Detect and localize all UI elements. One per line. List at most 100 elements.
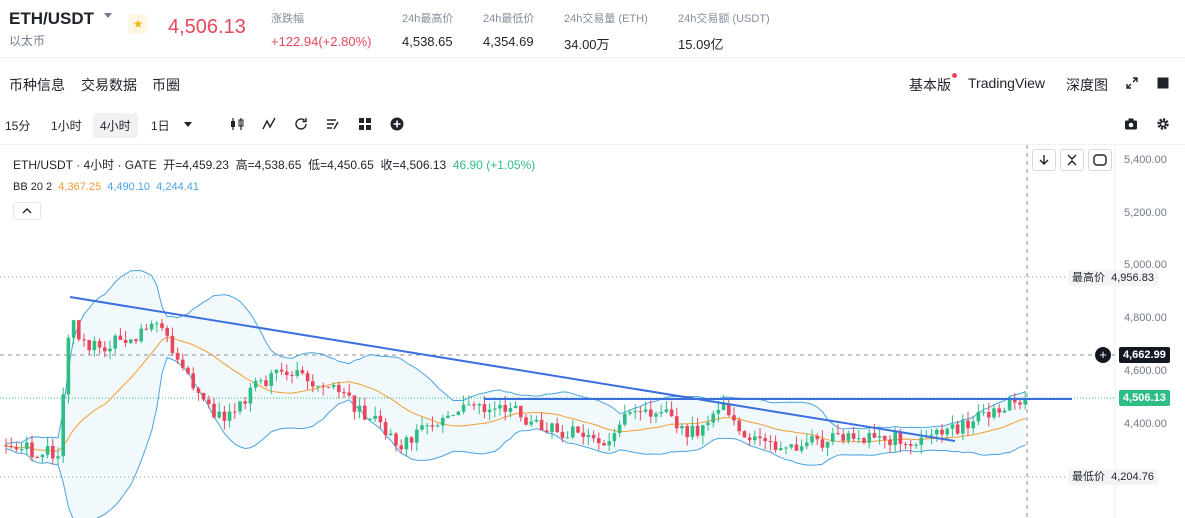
- fit-chart-button[interactable]: [1060, 149, 1084, 171]
- candle-body: [264, 380, 268, 386]
- candle-body: [25, 442, 29, 450]
- candle-body: [477, 404, 481, 406]
- candle-body: [430, 425, 435, 427]
- scroll-down-button[interactable]: [1032, 149, 1056, 171]
- candle-body: [321, 385, 325, 387]
- candle-body: [721, 403, 726, 411]
- candle-body: [196, 388, 201, 393]
- candle-body: [129, 339, 133, 343]
- view-basic[interactable]: 基本版: [909, 77, 951, 93]
- legend-open: 开=4,459.23: [163, 158, 229, 172]
- chart-toolbar: 15分 1小时 4小时 1日: [0, 109, 1185, 139]
- bb-basis-value: 4,367.25: [58, 181, 102, 193]
- timeframe-15m[interactable]: 15分: [5, 119, 31, 133]
- candle-body: [357, 405, 362, 412]
- candle-body: [695, 425, 700, 436]
- chevron-down-icon[interactable]: [104, 13, 112, 18]
- tab-coin-info[interactable]: 币种信息: [9, 77, 65, 93]
- candle-body: [555, 423, 559, 432]
- drawing-tools-icon[interactable]: [326, 117, 340, 131]
- price-chart-area[interactable]: [0, 144, 1185, 518]
- candle-body: [664, 409, 669, 413]
- bollinger-basis-line: [5, 336, 1026, 452]
- candle-body: [919, 437, 923, 445]
- y-axis-tick: 5,000.00: [1124, 259, 1167, 271]
- refresh-icon[interactable]: [294, 117, 308, 131]
- stat-value: 34.00万: [564, 37, 610, 52]
- candle-body: [706, 422, 710, 426]
- timeframe-1d[interactable]: 1日: [151, 119, 170, 133]
- candle-body: [732, 415, 736, 421]
- reset-chart-button[interactable]: [1088, 149, 1112, 171]
- candle-body: [576, 426, 580, 433]
- y-axis-tick: 5,400.00: [1124, 154, 1167, 166]
- candle-body: [503, 404, 507, 412]
- descending-trendline[interactable]: [69, 296, 956, 442]
- crosshair-price-tag: 4,662.99: [1119, 347, 1170, 363]
- candle-body: [794, 444, 799, 451]
- candle-body: [160, 323, 164, 328]
- candle-body: [269, 373, 273, 386]
- candle-body: [883, 436, 887, 440]
- candle-body: [347, 392, 351, 396]
- candle-body: [877, 436, 882, 438]
- indicators-icon[interactable]: [262, 117, 276, 131]
- star-icon[interactable]: ★: [128, 14, 148, 34]
- candle-body: [638, 411, 643, 413]
- candle-body: [181, 359, 185, 368]
- legend-change: 46.90 (+1.05%): [452, 158, 536, 172]
- candle-body: [820, 439, 825, 448]
- stat-value: 4,354.69: [483, 34, 534, 49]
- candle-body: [768, 441, 773, 443]
- settings-gear-icon[interactable]: [1156, 117, 1170, 131]
- candle-body: [30, 442, 34, 458]
- reset-icon: [1093, 154, 1107, 166]
- stat-label: 24h最低价: [483, 13, 535, 25]
- candle-body: [867, 432, 871, 443]
- add-alert-icon[interactable]: +: [1095, 347, 1111, 363]
- candlestick-icon[interactable]: [230, 117, 244, 131]
- ticker-header: ETH/USDT 以太币 ★ 4,506.13 涨跌幅 +122.94(+2.8…: [0, 0, 1185, 58]
- candle-body: [545, 430, 549, 433]
- candle-body: [716, 410, 721, 414]
- candle-body: [659, 412, 663, 414]
- candle-body: [425, 425, 429, 427]
- legend-low: 低=4,450.65: [308, 158, 374, 172]
- layout-square-icon[interactable]: [1157, 77, 1169, 89]
- candle-body: [461, 404, 466, 412]
- candle-body: [71, 320, 76, 338]
- candle-body: [389, 433, 393, 436]
- camera-icon[interactable]: [1124, 117, 1138, 131]
- candle-body: [342, 392, 346, 394]
- view-tradingview[interactable]: TradingView: [968, 75, 1046, 91]
- timeframe-4h[interactable]: 4小时: [93, 113, 138, 138]
- candle-body: [316, 385, 320, 387]
- candle-body: [649, 409, 653, 417]
- candle-body: [773, 441, 778, 450]
- candle-body: [1023, 400, 1027, 405]
- pair-symbol[interactable]: ETH/USDT: [9, 9, 94, 28]
- candle-body: [987, 412, 991, 418]
- timeframe-1h[interactable]: 1小时: [51, 119, 82, 133]
- expand-icon[interactable]: [1126, 77, 1138, 89]
- stat-label: 24h最高价: [402, 13, 454, 25]
- candle-body: [586, 434, 591, 437]
- candle-body: [857, 438, 861, 440]
- stat-value: +122.94(+2.80%): [271, 34, 372, 49]
- candle-body: [123, 339, 128, 343]
- add-indicator-icon[interactable]: [390, 117, 404, 131]
- view-depth[interactable]: 深度图: [1066, 77, 1108, 93]
- candle-body: [607, 441, 611, 446]
- candle-body: [285, 371, 289, 376]
- candle-body: [19, 449, 24, 451]
- chevron-down-icon[interactable]: [184, 122, 192, 127]
- layout-grid-icon[interactable]: [358, 117, 372, 131]
- tab-trading-data[interactable]: 交易数据: [81, 77, 137, 93]
- candle-body: [617, 424, 622, 434]
- candle-body: [685, 426, 689, 438]
- bb-upper-value: 4,490.10: [107, 181, 151, 193]
- collapse-legend-button[interactable]: [13, 202, 41, 220]
- tab-crypto-circle[interactable]: 币圈: [152, 77, 180, 93]
- candle-body: [981, 412, 986, 414]
